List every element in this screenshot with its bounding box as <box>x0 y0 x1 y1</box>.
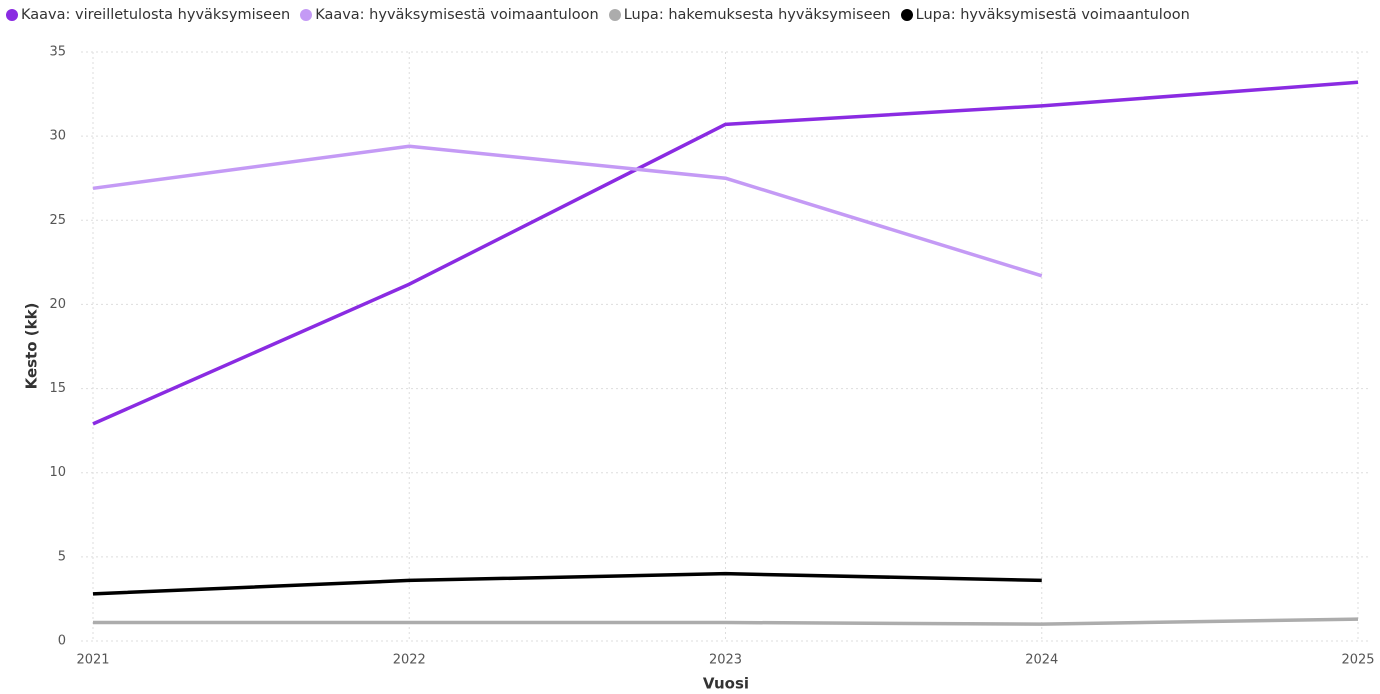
legend-label: Kaava: vireilletulosta hyväksymiseen <box>21 7 291 23</box>
y-tick-label: 25 <box>49 213 66 228</box>
y-tick-label: 20 <box>49 297 66 312</box>
y-tick-label: 15 <box>49 381 66 396</box>
legend: Kaava: vireilletulosta hyväksymiseen Kaav… <box>6 7 1190 23</box>
legend-item[interactable]: Lupa: hyväksymisestä voimaantuloon <box>900 7 1190 23</box>
series-line <box>92 80 1359 426</box>
x-tick-label: 2024 <box>1025 653 1058 668</box>
legend-marker <box>300 9 313 21</box>
x-tick-label: 2022 <box>393 653 426 668</box>
legend-label: Lupa: hyväksymisestä voimaantuloon <box>915 7 1190 23</box>
legend-marker <box>6 9 18 21</box>
y-tick-label: 5 <box>58 549 66 564</box>
x-tick-label: 2025 <box>1341 653 1374 668</box>
x-axis-label: Vuosi <box>703 675 749 693</box>
legend-item[interactable]: Kaava: vireilletulosta hyväksymiseen <box>6 7 290 23</box>
y-tick-label: 35 <box>49 45 66 60</box>
legend-marker <box>608 9 621 21</box>
x-tick-label: 2023 <box>709 653 742 668</box>
legend-label: Kaava: hyväksymisestä voimaantuloon <box>315 7 599 23</box>
y-tick-label: 30 <box>49 129 66 144</box>
y-tick-label: 0 <box>58 634 66 649</box>
series-line <box>92 144 1043 278</box>
series-line <box>93 617 1359 626</box>
series-line <box>92 571 1042 596</box>
legend-item[interactable]: Kaava: hyväksymisestä voimaantuloon <box>300 7 599 23</box>
legend-item[interactable]: Lupa: hakemuksesta hyväksymiseen <box>608 7 891 23</box>
legend-marker <box>900 9 913 21</box>
x-tick-label: 2021 <box>76 653 109 668</box>
y-axis-label: Kesto (kk) <box>23 303 41 390</box>
y-tick-label: 10 <box>49 465 66 480</box>
legend-label: Lupa: hakemuksesta hyväksymiseen <box>623 7 891 23</box>
